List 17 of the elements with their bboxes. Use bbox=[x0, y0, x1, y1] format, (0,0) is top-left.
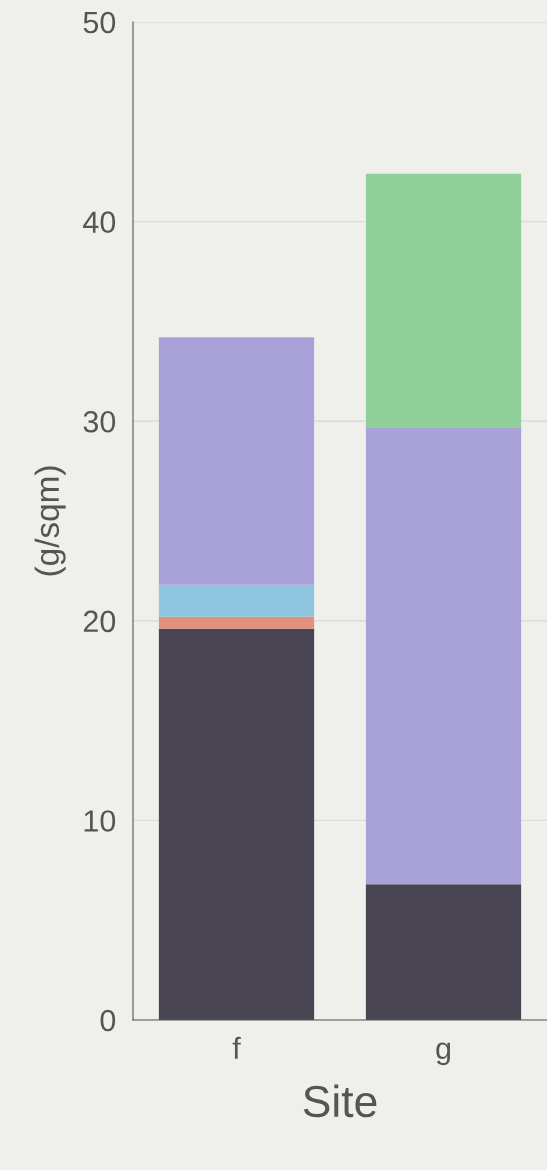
bar bbox=[158, 337, 315, 585]
x-tick-label: f bbox=[232, 1036, 241, 1059]
y-tick-label: 30 bbox=[83, 410, 116, 433]
bar bbox=[158, 628, 315, 1020]
bar bbox=[365, 884, 522, 1020]
y-tick-label: 40 bbox=[83, 211, 116, 233]
bar bbox=[158, 584, 315, 617]
bar bbox=[158, 616, 315, 629]
y-axis-title: (g/sqm) bbox=[34, 466, 66, 576]
bar bbox=[365, 173, 522, 428]
y-tick-label: 20 bbox=[83, 610, 116, 633]
x-tick-label: g bbox=[436, 1042, 451, 1066]
y-tick-label: 50 bbox=[83, 11, 116, 34]
y-tick-label: 0 bbox=[100, 1009, 116, 1032]
x-axis-title: Site bbox=[303, 1084, 377, 1118]
bar bbox=[365, 427, 522, 885]
y-tick-label: 10 bbox=[84, 810, 116, 832]
